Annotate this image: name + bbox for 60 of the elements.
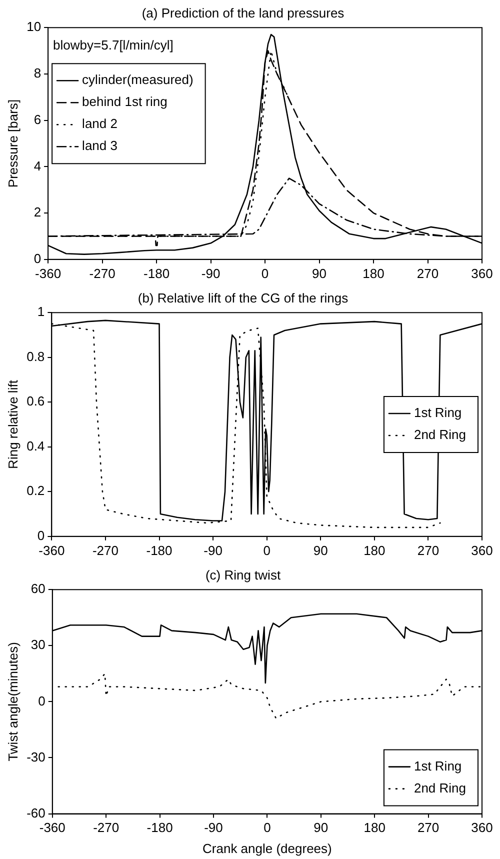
legend-label: 2nd Ring [414,780,466,796]
y-tick-label: 60 [30,581,46,596]
x-tick-label: -90 [201,266,220,281]
y-tick-label: 0 [38,693,46,708]
x-tick-label: 360 [471,266,493,281]
y-axis-title: Pressure [bars] [5,99,20,188]
legend-label: cylinder(measured) [82,72,194,88]
y-tick-label: 10 [26,19,42,34]
x-tick-label: 360 [471,820,493,836]
x-tick-label: 180 [364,820,386,836]
x-tick-label: -360 [38,542,65,558]
x-tick-label: 0 [264,820,271,836]
x-tick-label: -270 [93,820,120,836]
y-tick-label: 8 [34,66,42,81]
x-tick-label: -90 [204,542,222,558]
x-tick-label: 180 [364,542,386,558]
legend-label: 2nd Ring [414,427,466,442]
chart-title: (a) Prediction of the land pressures [142,5,345,20]
x-tick-label: 90 [314,820,328,836]
x-tick-label: -270 [89,266,116,281]
x-tick-label: 270 [416,266,439,281]
x-tick-label: 270 [417,820,440,836]
x-tick-label: -360 [35,266,62,281]
y-axis-title: Ring relative lift [5,380,20,469]
legend-label: 1st Ring [414,405,462,420]
y-axis-title: Twist angle(minutes) [5,642,20,762]
y-tick-label: -30 [26,749,46,764]
x-axis-title: Crank angle (degrees) [202,840,332,856]
y-tick-label: 4 [34,158,42,174]
y-tick-label: 2 [34,204,42,220]
y-tick-label: -60 [26,805,46,820]
x-tick-label: 270 [417,542,440,558]
x-tick-label: 180 [362,266,384,281]
y-tick-label: 0 [34,250,42,266]
legend-label: land 2 [82,116,118,132]
x-tick-label: -270 [92,542,118,558]
legend-label: 1st Ring [414,758,462,774]
y-tick-label: 1 [37,304,45,320]
y-tick-label: 0.6 [26,394,45,409]
x-tick-label: 0 [263,542,270,558]
x-tick-label: 90 [313,542,328,558]
y-tick-label: 6 [34,112,42,127]
annotation: blowby=5.7[l/min/cyl] [53,38,174,53]
x-tick-label: 360 [471,542,493,558]
y-tick-label: 0.2 [26,483,45,498]
y-tick-label: 0.8 [26,348,45,364]
y-tick-label: 0.4 [26,438,45,454]
x-tick-label: 90 [312,266,327,281]
x-tick-label: -90 [204,820,223,836]
x-tick-label: -180 [144,266,170,281]
chart-title: (c) Ring twist [205,567,281,582]
legend-label: behind 1st ring [82,94,168,110]
y-tick-label: 30 [30,637,46,652]
chart-title: (b) Relative lift of the CG of the rings [138,290,349,306]
x-tick-label: -180 [146,820,173,836]
legend-label: land 3 [82,138,118,154]
x-tick-label: -180 [146,542,172,558]
y-tick-label: 0 [37,528,45,543]
x-tick-label: -360 [39,820,66,836]
x-tick-label: 0 [261,266,269,281]
